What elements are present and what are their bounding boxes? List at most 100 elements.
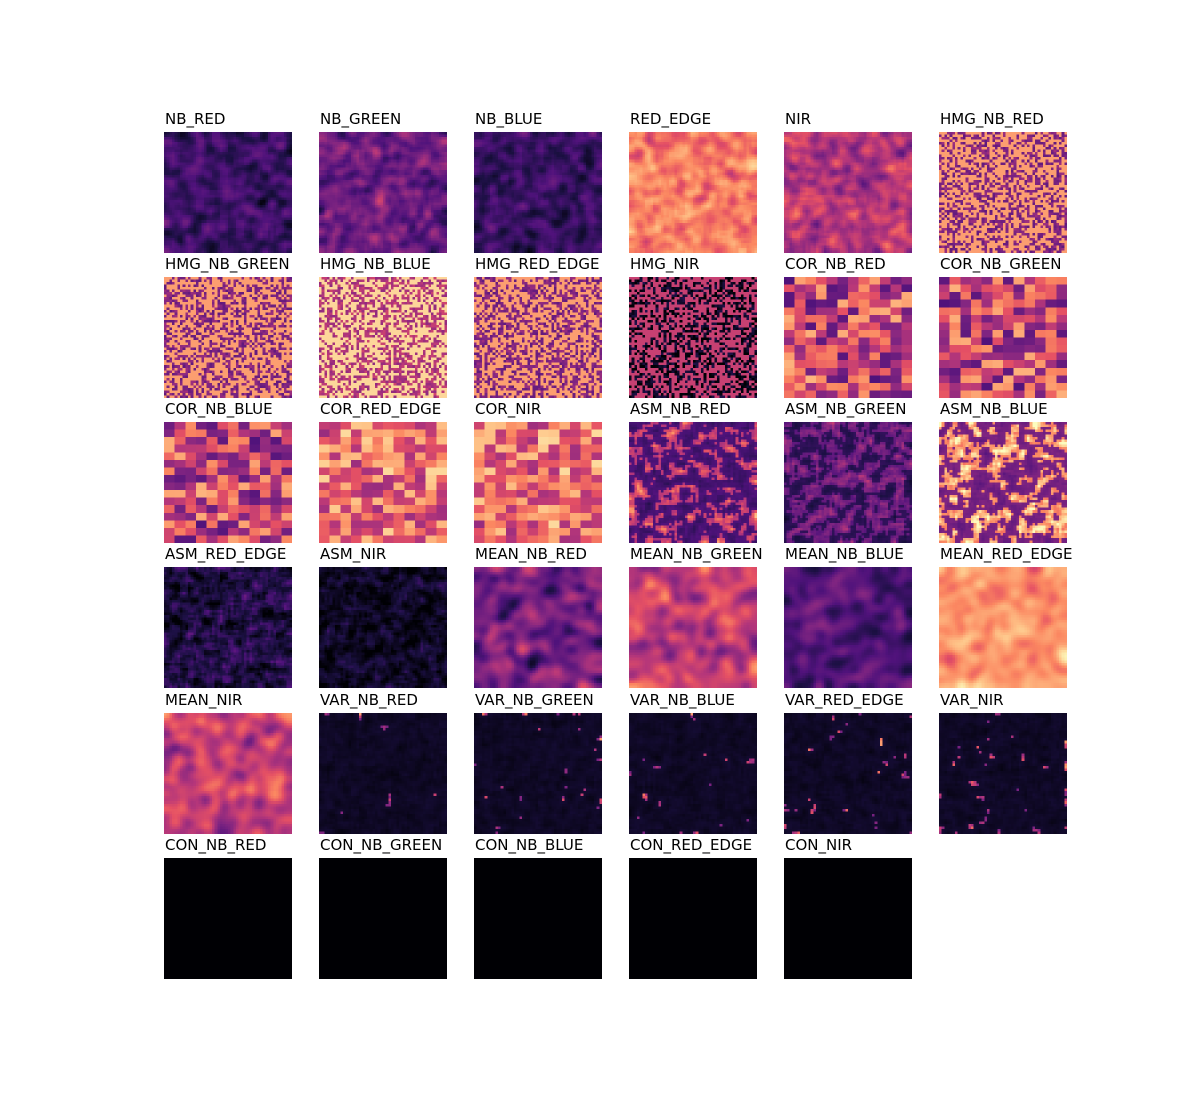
feature-map-image — [319, 422, 447, 543]
feature-panel: COR_NIR — [474, 399, 602, 543]
feature-panel: HMG_NIR — [629, 254, 757, 398]
panel-title: CON_RED_EDGE — [630, 836, 753, 854]
feature-panel: COR_NB_RED — [784, 254, 912, 398]
feature-map-image — [784, 567, 912, 688]
feature-panel: CON_NB_BLUE — [474, 835, 602, 979]
panel-title: VAR_RED_EDGE — [785, 691, 904, 709]
feature-map-image — [629, 858, 757, 979]
panel-title: ASM_NB_BLUE — [940, 400, 1048, 418]
feature-panel: HMG_NB_GREEN — [164, 254, 292, 398]
panel-title: VAR_NIR — [940, 691, 1004, 709]
feature-panel: CON_NIR — [784, 835, 912, 979]
feature-panel: CON_NB_RED — [164, 835, 292, 979]
panel-title: VAR_NB_BLUE — [630, 691, 735, 709]
feature-map-image — [939, 713, 1067, 834]
feature-map-image — [629, 713, 757, 834]
panel-title: HMG_NB_RED — [940, 110, 1044, 128]
panel-title: ASM_NB_RED — [630, 400, 731, 418]
feature-map-image — [164, 277, 292, 398]
panel-title: CON_NB_RED — [165, 836, 267, 854]
feature-map-image — [784, 132, 912, 253]
feature-map-image — [164, 567, 292, 688]
feature-panel: ASM_NIR — [319, 544, 447, 688]
panel-title: VAR_NB_GREEN — [475, 691, 594, 709]
feature-map-image — [784, 858, 912, 979]
feature-panel: COR_RED_EDGE — [319, 399, 447, 543]
panel-title: MEAN_NIR — [165, 691, 243, 709]
feature-map-image — [629, 422, 757, 543]
feature-map-image — [629, 277, 757, 398]
feature-map-image — [939, 132, 1067, 253]
panel-title: HMG_NB_GREEN — [165, 255, 290, 273]
feature-panel: MEAN_NB_BLUE — [784, 544, 912, 688]
panel-title: ASM_NIR — [320, 545, 387, 563]
feature-map-image — [939, 277, 1067, 398]
panel-title: COR_NB_GREEN — [940, 255, 1062, 273]
feature-map-image — [164, 422, 292, 543]
panel-title: COR_NB_RED — [785, 255, 886, 273]
feature-panel: COR_NB_GREEN — [939, 254, 1067, 398]
feature-panel: HMG_RED_EDGE — [474, 254, 602, 398]
feature-panel: MEAN_RED_EDGE — [939, 544, 1072, 688]
panel-title: CON_NB_GREEN — [320, 836, 443, 854]
feature-map-image — [629, 132, 757, 253]
feature-map-image — [319, 132, 447, 253]
feature-panel: CON_RED_EDGE — [629, 835, 757, 979]
feature-map-image — [319, 567, 447, 688]
panel-title: MEAN_RED_EDGE — [940, 545, 1073, 563]
panel-title: HMG_RED_EDGE — [475, 255, 600, 273]
feature-panel: MEAN_NIR — [164, 690, 292, 834]
feature-panel: MEAN_NB_RED — [474, 544, 602, 688]
feature-panel: HMG_NB_BLUE — [319, 254, 447, 398]
panel-title: NB_RED — [165, 110, 226, 128]
panel-title: RED_EDGE — [630, 110, 712, 128]
panel-title: MEAN_NB_GREEN — [630, 545, 763, 563]
feature-map-image — [629, 567, 757, 688]
feature-map-image — [474, 132, 602, 253]
feature-map-image — [319, 858, 447, 979]
feature-map-image — [939, 567, 1067, 688]
feature-panel: NB_BLUE — [474, 109, 602, 253]
panel-title: ASM_RED_EDGE — [165, 545, 287, 563]
panel-title: CON_NB_BLUE — [475, 836, 584, 854]
feature-panel: ASM_NB_GREEN — [784, 399, 912, 543]
panel-title: ASM_NB_GREEN — [785, 400, 907, 418]
feature-map-image — [939, 422, 1067, 543]
feature-map-image — [474, 422, 602, 543]
feature-panel: VAR_NB_GREEN — [474, 690, 602, 834]
feature-panel: VAR_RED_EDGE — [784, 690, 912, 834]
feature-map-image — [784, 713, 912, 834]
feature-map-image — [474, 567, 602, 688]
feature-panel: COR_NB_BLUE — [164, 399, 292, 543]
feature-panel: RED_EDGE — [629, 109, 757, 253]
panel-title: HMG_NB_BLUE — [320, 255, 431, 273]
feature-map-image — [784, 277, 912, 398]
feature-panel: ASM_NB_BLUE — [939, 399, 1067, 543]
feature-panel: ASM_NB_RED — [629, 399, 757, 543]
panel-title: CON_NIR — [785, 836, 853, 854]
feature-map-image — [164, 132, 292, 253]
panel-title: COR_NIR — [475, 400, 542, 418]
feature-panel: ASM_RED_EDGE — [164, 544, 292, 688]
feature-panel: VAR_NB_RED — [319, 690, 447, 834]
feature-panel: VAR_NB_BLUE — [629, 690, 757, 834]
feature-panel: HMG_NB_RED — [939, 109, 1067, 253]
feature-map-image — [164, 713, 292, 834]
feature-map-image — [474, 858, 602, 979]
feature-map-image — [784, 422, 912, 543]
panel-title: HMG_NIR — [630, 255, 700, 273]
feature-panel: NIR — [784, 109, 912, 253]
feature-map-image — [474, 277, 602, 398]
panel-title: MEAN_NB_BLUE — [785, 545, 904, 563]
panel-title: NIR — [785, 110, 812, 128]
feature-map-image — [164, 858, 292, 979]
panel-title: COR_NB_BLUE — [165, 400, 273, 418]
feature-map-image — [319, 277, 447, 398]
feature-map-image — [474, 713, 602, 834]
feature-panel: VAR_NIR — [939, 690, 1067, 834]
feature-panel: CON_NB_GREEN — [319, 835, 447, 979]
panel-title: NB_BLUE — [475, 110, 543, 128]
panel-title: MEAN_NB_RED — [475, 545, 587, 563]
panel-title: VAR_NB_RED — [320, 691, 418, 709]
feature-panel: NB_GREEN — [319, 109, 447, 253]
